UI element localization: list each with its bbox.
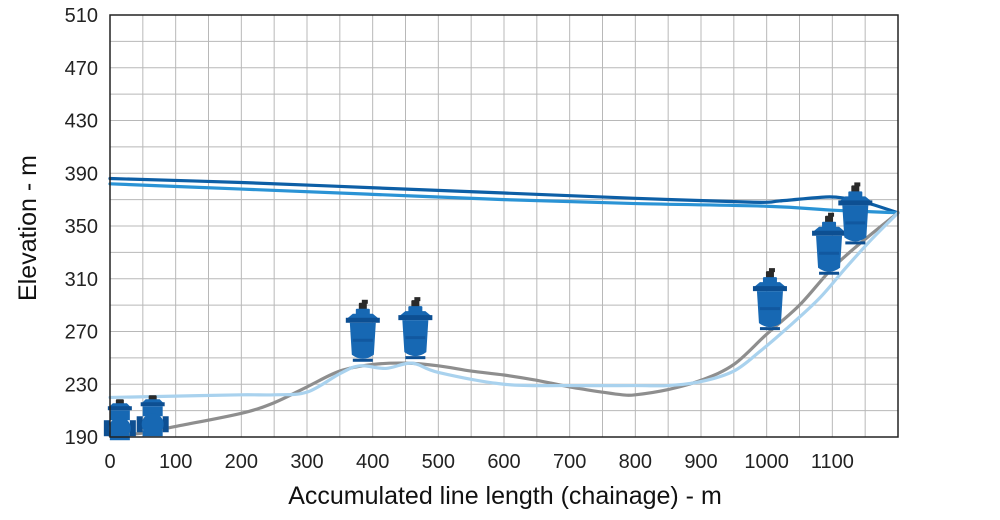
y-tick-label: 470 [65,58,98,80]
y-tick-labels: 190 230 270 310 350 390 430 470 510 [65,5,98,449]
y-tick-label: 310 [65,269,98,291]
x-tick-label: 1100 [811,451,854,473]
series-line-4 [108,211,900,400]
x-tick-label: 200 [225,451,258,473]
x-tick-label: 300 [290,451,323,473]
x-tick-label: 700 [553,451,586,473]
air-valve-icon [838,182,873,245]
x-tick-label: 1000 [744,451,789,473]
y-tick-label: 510 [65,5,98,27]
series-line-3 [108,211,900,438]
air-valve-icon [136,395,169,437]
x-tick-label: 400 [356,451,389,473]
x-tick-labels: 0 100 200 300 400 500 600 700 800 900 1000 1100 [104,451,853,473]
air-valve-icon [398,297,433,360]
air-valves [103,182,873,441]
x-tick-label: 900 [684,451,717,473]
air-valve-icon [345,299,380,362]
air-valve-icon [812,212,847,275]
x-tick-label: 600 [487,451,520,473]
y-axis-title: Elevation - m [14,155,42,301]
x-tick-label: 800 [619,451,652,473]
grid [109,14,899,438]
x-tick-label: 500 [422,451,455,473]
air-valve-icon [103,399,136,441]
y-tick-label: 350 [65,216,98,238]
plot-frame [109,14,899,438]
y-tick-label: 270 [65,322,98,344]
y-tick-label: 190 [65,427,98,449]
y-tick-label: 390 [65,163,98,185]
x-tick-label: 100 [159,451,192,473]
x-axis-title: Accumulated line length (chainage) - m [288,482,722,510]
y-tick-label: 230 [65,374,98,396]
air-valve-icon [752,268,787,331]
y-tick-label: 430 [65,111,98,133]
x-tick-label: 0 [104,451,115,473]
